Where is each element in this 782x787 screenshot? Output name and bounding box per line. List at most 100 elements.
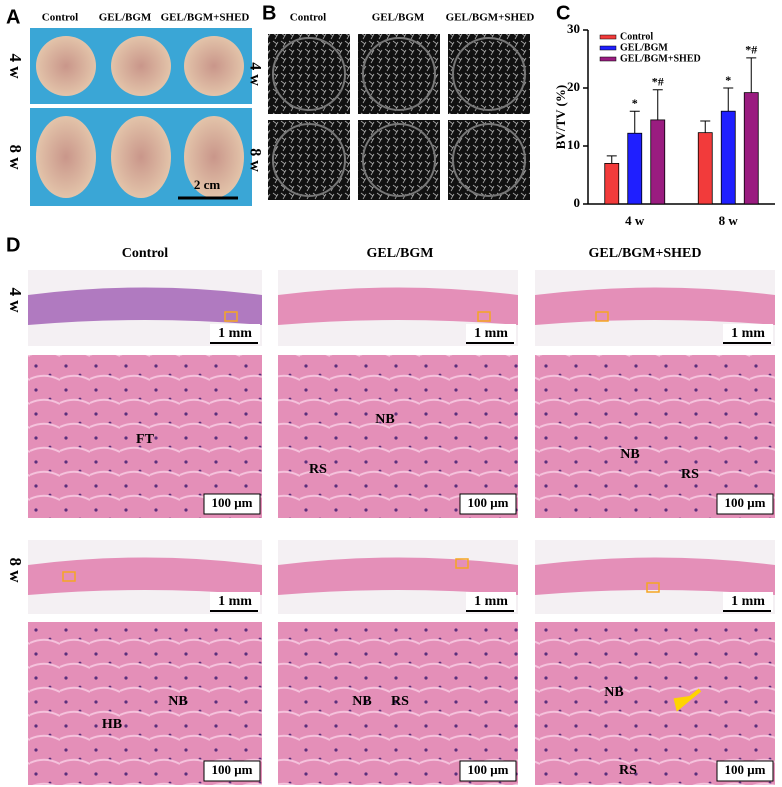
tissue-label: RS <box>391 694 409 709</box>
scale-bar-label: 1 mm <box>218 594 252 609</box>
error-bar <box>746 57 757 93</box>
y-tick-label: 0 <box>574 195 581 210</box>
micro-ct <box>358 120 440 200</box>
x-tick-label: 4 w <box>625 213 645 228</box>
column-label: GEL/BGM <box>372 12 425 24</box>
column-label: GEL/BGM <box>367 246 434 261</box>
legend-swatch <box>599 34 617 40</box>
specimen <box>36 36 96 96</box>
scale-bar-bg <box>210 592 260 612</box>
scale-bar-label: 1 mm <box>474 326 508 341</box>
y-tick-label: 30 <box>567 21 580 36</box>
tissue-label: NB <box>620 447 639 462</box>
legend-label: GEL/BGM+SHED <box>620 53 701 64</box>
column-label: Control <box>290 12 326 24</box>
histology-detail <box>28 622 262 785</box>
y-tick-label: 10 <box>567 137 580 152</box>
row-label: 8 w <box>246 148 263 172</box>
region-box <box>477 311 491 322</box>
tissue-label: FT <box>136 432 155 447</box>
error-bar <box>606 155 617 164</box>
scale-bar-bg <box>210 324 260 344</box>
significance-label: *# <box>745 43 757 57</box>
column-label: Control <box>42 12 78 24</box>
scale-bar-label: 100 μm <box>212 495 253 510</box>
scale-bar-bg <box>466 592 516 612</box>
histology-detail <box>535 622 775 785</box>
specimen <box>111 36 171 96</box>
scale-bar-label: 1 mm <box>731 326 765 341</box>
column-label: GEL/BGM <box>99 12 152 24</box>
overview-tissue <box>535 557 775 595</box>
micro-ct-defect <box>452 37 526 111</box>
scale-bar-bg <box>723 592 773 612</box>
region-box <box>455 558 469 569</box>
column-label: GEL/BGM+SHED <box>161 12 250 24</box>
legend-swatch <box>599 56 617 62</box>
bar <box>627 132 643 205</box>
error-bar <box>652 89 663 120</box>
region-box <box>62 571 76 582</box>
scale-bar-label: 100 μm <box>725 495 766 510</box>
scale-bar-bg <box>203 493 261 515</box>
specimen <box>36 116 96 198</box>
bar <box>743 92 759 205</box>
column-label: GEL/BGM+SHED <box>446 12 535 24</box>
scale-bar-bg <box>716 760 774 782</box>
micro-ct <box>448 120 530 200</box>
scale-bar-label: 1 mm <box>731 594 765 609</box>
column-label: Control <box>122 246 169 261</box>
overview-tissue <box>28 557 262 595</box>
region-box <box>224 311 238 322</box>
overview-tissue <box>278 557 518 595</box>
significance-label: * <box>725 73 731 87</box>
y-tick-label: 20 <box>567 79 580 94</box>
specimen <box>184 116 244 198</box>
legend-label: GEL/BGM <box>620 42 668 53</box>
specimen <box>184 36 244 96</box>
row-label: 8 w <box>6 144 25 170</box>
y-axis-label: BV/TV (%) <box>553 85 568 149</box>
overview-tissue <box>535 287 775 325</box>
panel-label: C <box>556 2 570 24</box>
micro-ct-defect <box>362 37 436 111</box>
legend-swatch <box>599 45 617 51</box>
tissue-label: NB <box>375 412 394 427</box>
micro-ct <box>358 34 440 114</box>
x-tick-label: 8 w <box>719 213 739 228</box>
column-label: GEL/BGM+SHED <box>589 246 702 261</box>
scale-bar-bg <box>723 324 773 344</box>
scale-bar-label: 100 μm <box>468 762 509 777</box>
micro-ct <box>268 34 350 114</box>
tissue-label: HB <box>102 717 122 732</box>
scale-bar-label: 2 cm <box>194 177 221 192</box>
overview-tissue <box>28 287 262 325</box>
scale-bar-bg <box>459 760 517 782</box>
legend-label: Control <box>620 31 653 42</box>
row-label: 4 w <box>246 62 263 86</box>
bar <box>697 132 713 205</box>
overview-tissue <box>278 287 518 325</box>
significance-label: * <box>632 96 638 110</box>
scale-bar-bg <box>466 324 516 344</box>
scale-bar-label: 1 mm <box>218 326 252 341</box>
significance-label: *# <box>652 74 664 88</box>
tissue-label: NB <box>352 694 371 709</box>
arrow <box>673 688 702 712</box>
scale-bar-label: 100 μm <box>212 762 253 777</box>
histology-detail <box>535 355 775 518</box>
scale-bar-label: 100 μm <box>725 762 766 777</box>
panel-label: D <box>6 234 20 256</box>
scale-bar-label: 100 μm <box>468 495 509 510</box>
scale-bar-bg <box>459 493 517 515</box>
row-label: 8 w <box>6 557 25 583</box>
scale-bar-bg <box>203 760 261 782</box>
tissue-label: RS <box>309 462 327 477</box>
micro-ct <box>448 34 530 114</box>
histology-detail <box>28 355 262 518</box>
micro-ct-defect <box>272 37 346 111</box>
micro-ct-defect <box>362 123 436 197</box>
histology-detail <box>278 355 518 518</box>
tissue-label: RS <box>619 763 637 778</box>
region-box <box>595 311 609 322</box>
